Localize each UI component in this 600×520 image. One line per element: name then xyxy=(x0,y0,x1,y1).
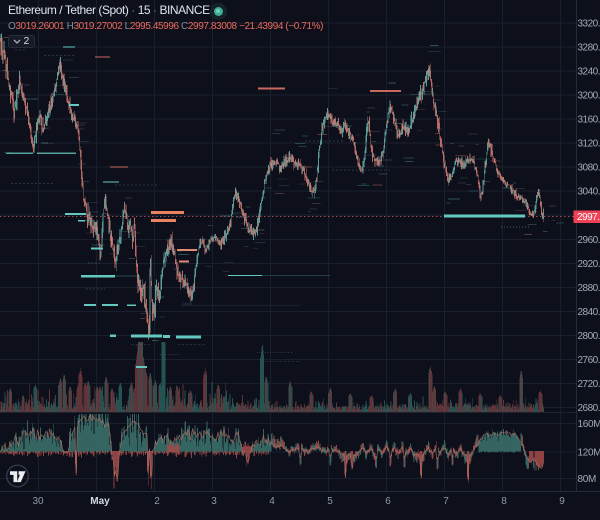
svg-text:3240.: 3240. xyxy=(578,66,600,77)
svg-text:2920.: 2920. xyxy=(578,259,600,270)
svg-text:8: 8 xyxy=(501,496,507,507)
svg-text:2680.: 2680. xyxy=(578,403,600,414)
svg-text:3280.: 3280. xyxy=(578,42,600,53)
svg-text:3080.: 3080. xyxy=(578,163,600,174)
svg-text:120M: 120M xyxy=(578,447,600,458)
svg-text:6: 6 xyxy=(385,496,391,507)
svg-text:2800.: 2800. xyxy=(578,331,600,342)
svg-text:9: 9 xyxy=(559,496,565,507)
svg-text:2760.: 2760. xyxy=(578,355,600,366)
svg-text:2880.: 2880. xyxy=(578,283,600,294)
svg-text:2: 2 xyxy=(154,496,160,507)
svg-text:3040.: 3040. xyxy=(578,187,600,198)
svg-text:May: May xyxy=(90,496,110,507)
svg-text:3: 3 xyxy=(211,496,217,507)
svg-text:5: 5 xyxy=(327,496,333,507)
svg-text:7: 7 xyxy=(443,496,449,507)
svg-text:3160.: 3160. xyxy=(578,115,600,126)
svg-text:4: 4 xyxy=(269,496,275,507)
svg-text:2720.: 2720. xyxy=(578,379,600,390)
svg-text:160M: 160M xyxy=(578,419,600,430)
svg-text:2960.: 2960. xyxy=(578,235,600,246)
svg-text:3200.: 3200. xyxy=(578,91,600,102)
svg-text:30: 30 xyxy=(32,496,44,507)
svg-text:3120.: 3120. xyxy=(578,139,600,150)
svg-text:3320.: 3320. xyxy=(578,18,600,29)
svg-text:2840.: 2840. xyxy=(578,307,600,318)
svg-text:80M: 80M xyxy=(578,474,597,485)
svg-text:2997.: 2997. xyxy=(577,212,600,223)
